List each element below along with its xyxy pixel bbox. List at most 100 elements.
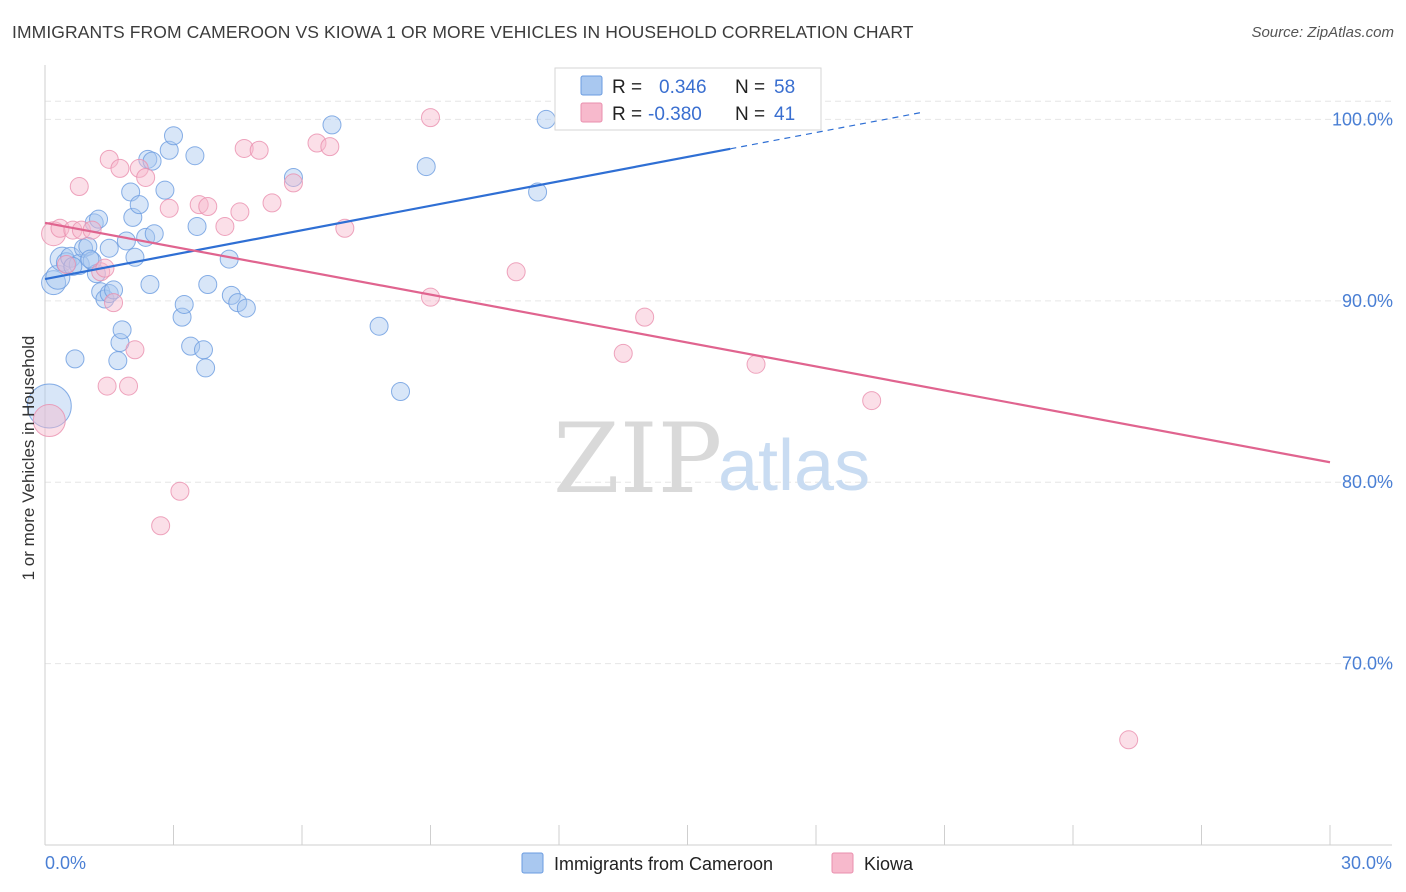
cameroon-point-49	[369, 316, 389, 336]
kiowa-point-39	[862, 391, 882, 411]
legend-r-label-1: R =	[612, 77, 642, 98]
legend-n-value-2: 41	[774, 104, 795, 125]
cameroon-point-0	[26, 383, 72, 429]
kiowa-point-19	[159, 198, 179, 218]
cameroon-point-53	[536, 109, 556, 129]
kiowa-point-25	[234, 138, 254, 158]
bottom-legend-label-kiowa: Kiowa	[864, 854, 914, 874]
cameroon-point-42	[198, 274, 218, 294]
legend-n-label-2: N =	[735, 104, 765, 125]
trend-lines	[44, 111, 1331, 464]
cameroon-point-13	[89, 209, 109, 229]
kiowa-point-10	[97, 376, 117, 396]
chart-title: IMMIGRANTS FROM CAMEROON VS KIOWA 1 OR M…	[12, 22, 914, 42]
x-tick-labels: 0.0% 30.0%	[45, 853, 1392, 873]
kiowa-point-17	[136, 167, 156, 187]
x-tick-label-min: 0.0%	[45, 853, 86, 873]
kiowa-point-28	[283, 173, 303, 193]
kiowa-point-12	[104, 293, 124, 313]
kiowa-point-30	[320, 137, 340, 157]
y-tick-label-70: 70.0%	[1342, 654, 1393, 674]
kiowa-point-3	[56, 255, 76, 275]
bottom-legend: Immigrants from Cameroon Kiowa	[521, 852, 914, 874]
kiowa-point-5	[69, 177, 89, 197]
series-cameroon	[26, 102, 629, 429]
cameroon-point-31	[144, 224, 164, 244]
gridlines	[45, 100, 1392, 665]
kiowa-point-32	[421, 287, 440, 307]
x-tick-label-max: 30.0%	[1341, 853, 1392, 873]
cameroon-point-34	[164, 126, 183, 146]
legend-r-label-2: R =	[612, 104, 642, 125]
kiowa-point-13	[110, 158, 130, 178]
cameroon-point-19	[108, 351, 128, 371]
cameroon-point-46	[236, 298, 256, 318]
y-tick-labels: 70.0% 80.0% 90.0% 100.0%	[1332, 109, 1393, 673]
legend-n-value-1: 58	[774, 77, 795, 98]
data-points	[26, 102, 1139, 750]
legend-r-value-2: -0.380	[648, 104, 702, 125]
cameroon-point-24	[123, 207, 143, 227]
cameroon-point-57	[63, 256, 83, 276]
cameroon-point-47	[283, 167, 303, 187]
bottom-legend-swatch-cameroon	[521, 852, 544, 874]
kiowa-point-35	[613, 343, 633, 363]
kiowa-point-29	[307, 133, 327, 153]
bottom-legend-label-cameroon: Immigrants from Cameroon	[554, 854, 773, 874]
cameroon-point-44	[221, 285, 241, 305]
axes	[44, 65, 1392, 846]
trend-line-cameroon	[44, 147, 731, 281]
series-kiowa	[32, 108, 1139, 750]
kiowa-point-15	[125, 340, 145, 360]
cameroon-point-29	[140, 274, 160, 294]
cameroon-point-22	[116, 231, 136, 251]
cameroon-point-50	[391, 382, 411, 402]
watermark: ZIP atlas	[553, 403, 870, 515]
cameroon-point-21	[112, 320, 132, 340]
cameroon-point-17	[99, 238, 119, 258]
kiowa-point-23	[215, 216, 235, 236]
kiowa-point-36	[635, 307, 655, 327]
kiowa-point-33	[421, 108, 440, 128]
watermark-zip: ZIP	[553, 403, 722, 515]
watermark-atlas: atlas	[718, 426, 870, 506]
kiowa-point-24	[230, 202, 250, 222]
kiowa-point-22	[198, 196, 218, 216]
cameroon-point-38	[185, 146, 205, 166]
cameroon-point-32	[155, 180, 175, 200]
kiowa-point-14	[119, 376, 139, 396]
kiowa-point-20	[170, 481, 190, 501]
cameroon-point-52	[528, 182, 548, 202]
legend-swatch-pink	[580, 102, 603, 123]
cameroon-point-41	[196, 358, 216, 378]
legend-swatch-blue	[580, 75, 603, 96]
cameroon-point-48	[322, 115, 342, 135]
kiowa-point-27	[262, 193, 282, 213]
cameroon-point-56	[80, 249, 100, 269]
cameroon-point-26	[129, 195, 149, 215]
cameroon-point-6	[65, 349, 85, 369]
cameroon-point-37	[181, 336, 201, 356]
trend-line-kiowa	[44, 221, 1331, 464]
y-tick-label-100: 100.0%	[1332, 109, 1393, 129]
y-tick-label-90: 90.0%	[1342, 291, 1393, 311]
cameroon-point-33	[159, 140, 179, 160]
kiowa-point-40	[1119, 730, 1139, 750]
y-axis-label: 1 or more Vehicles in Household	[19, 336, 38, 581]
legend: R = 0.346 N = 58 R = -0.380 N = 41	[554, 67, 822, 131]
cameroon-point-39	[187, 216, 207, 236]
kiowa-point-34	[506, 262, 526, 282]
kiowa-point-0	[32, 404, 66, 438]
kiowa-point-38	[746, 354, 766, 374]
cameroon-point-51	[416, 157, 436, 177]
bottom-legend-swatch-kiowa	[831, 852, 854, 874]
legend-n-label-1: N =	[735, 77, 765, 98]
source-label: Source: ZipAtlas.com	[1251, 24, 1394, 41]
cameroon-point-36	[174, 294, 194, 314]
kiowa-point-26	[249, 140, 269, 160]
y-tick-label-80: 80.0%	[1342, 472, 1393, 492]
cameroon-point-40	[193, 340, 213, 360]
kiowa-point-18	[151, 516, 171, 536]
legend-r-value-1: 0.346	[659, 77, 707, 98]
